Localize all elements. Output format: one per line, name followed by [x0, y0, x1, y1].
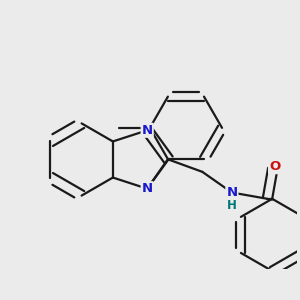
Text: H: H: [227, 199, 237, 212]
Text: N: N: [142, 182, 153, 195]
Text: N: N: [226, 186, 238, 199]
Text: N: N: [142, 124, 153, 137]
Text: O: O: [269, 160, 280, 173]
